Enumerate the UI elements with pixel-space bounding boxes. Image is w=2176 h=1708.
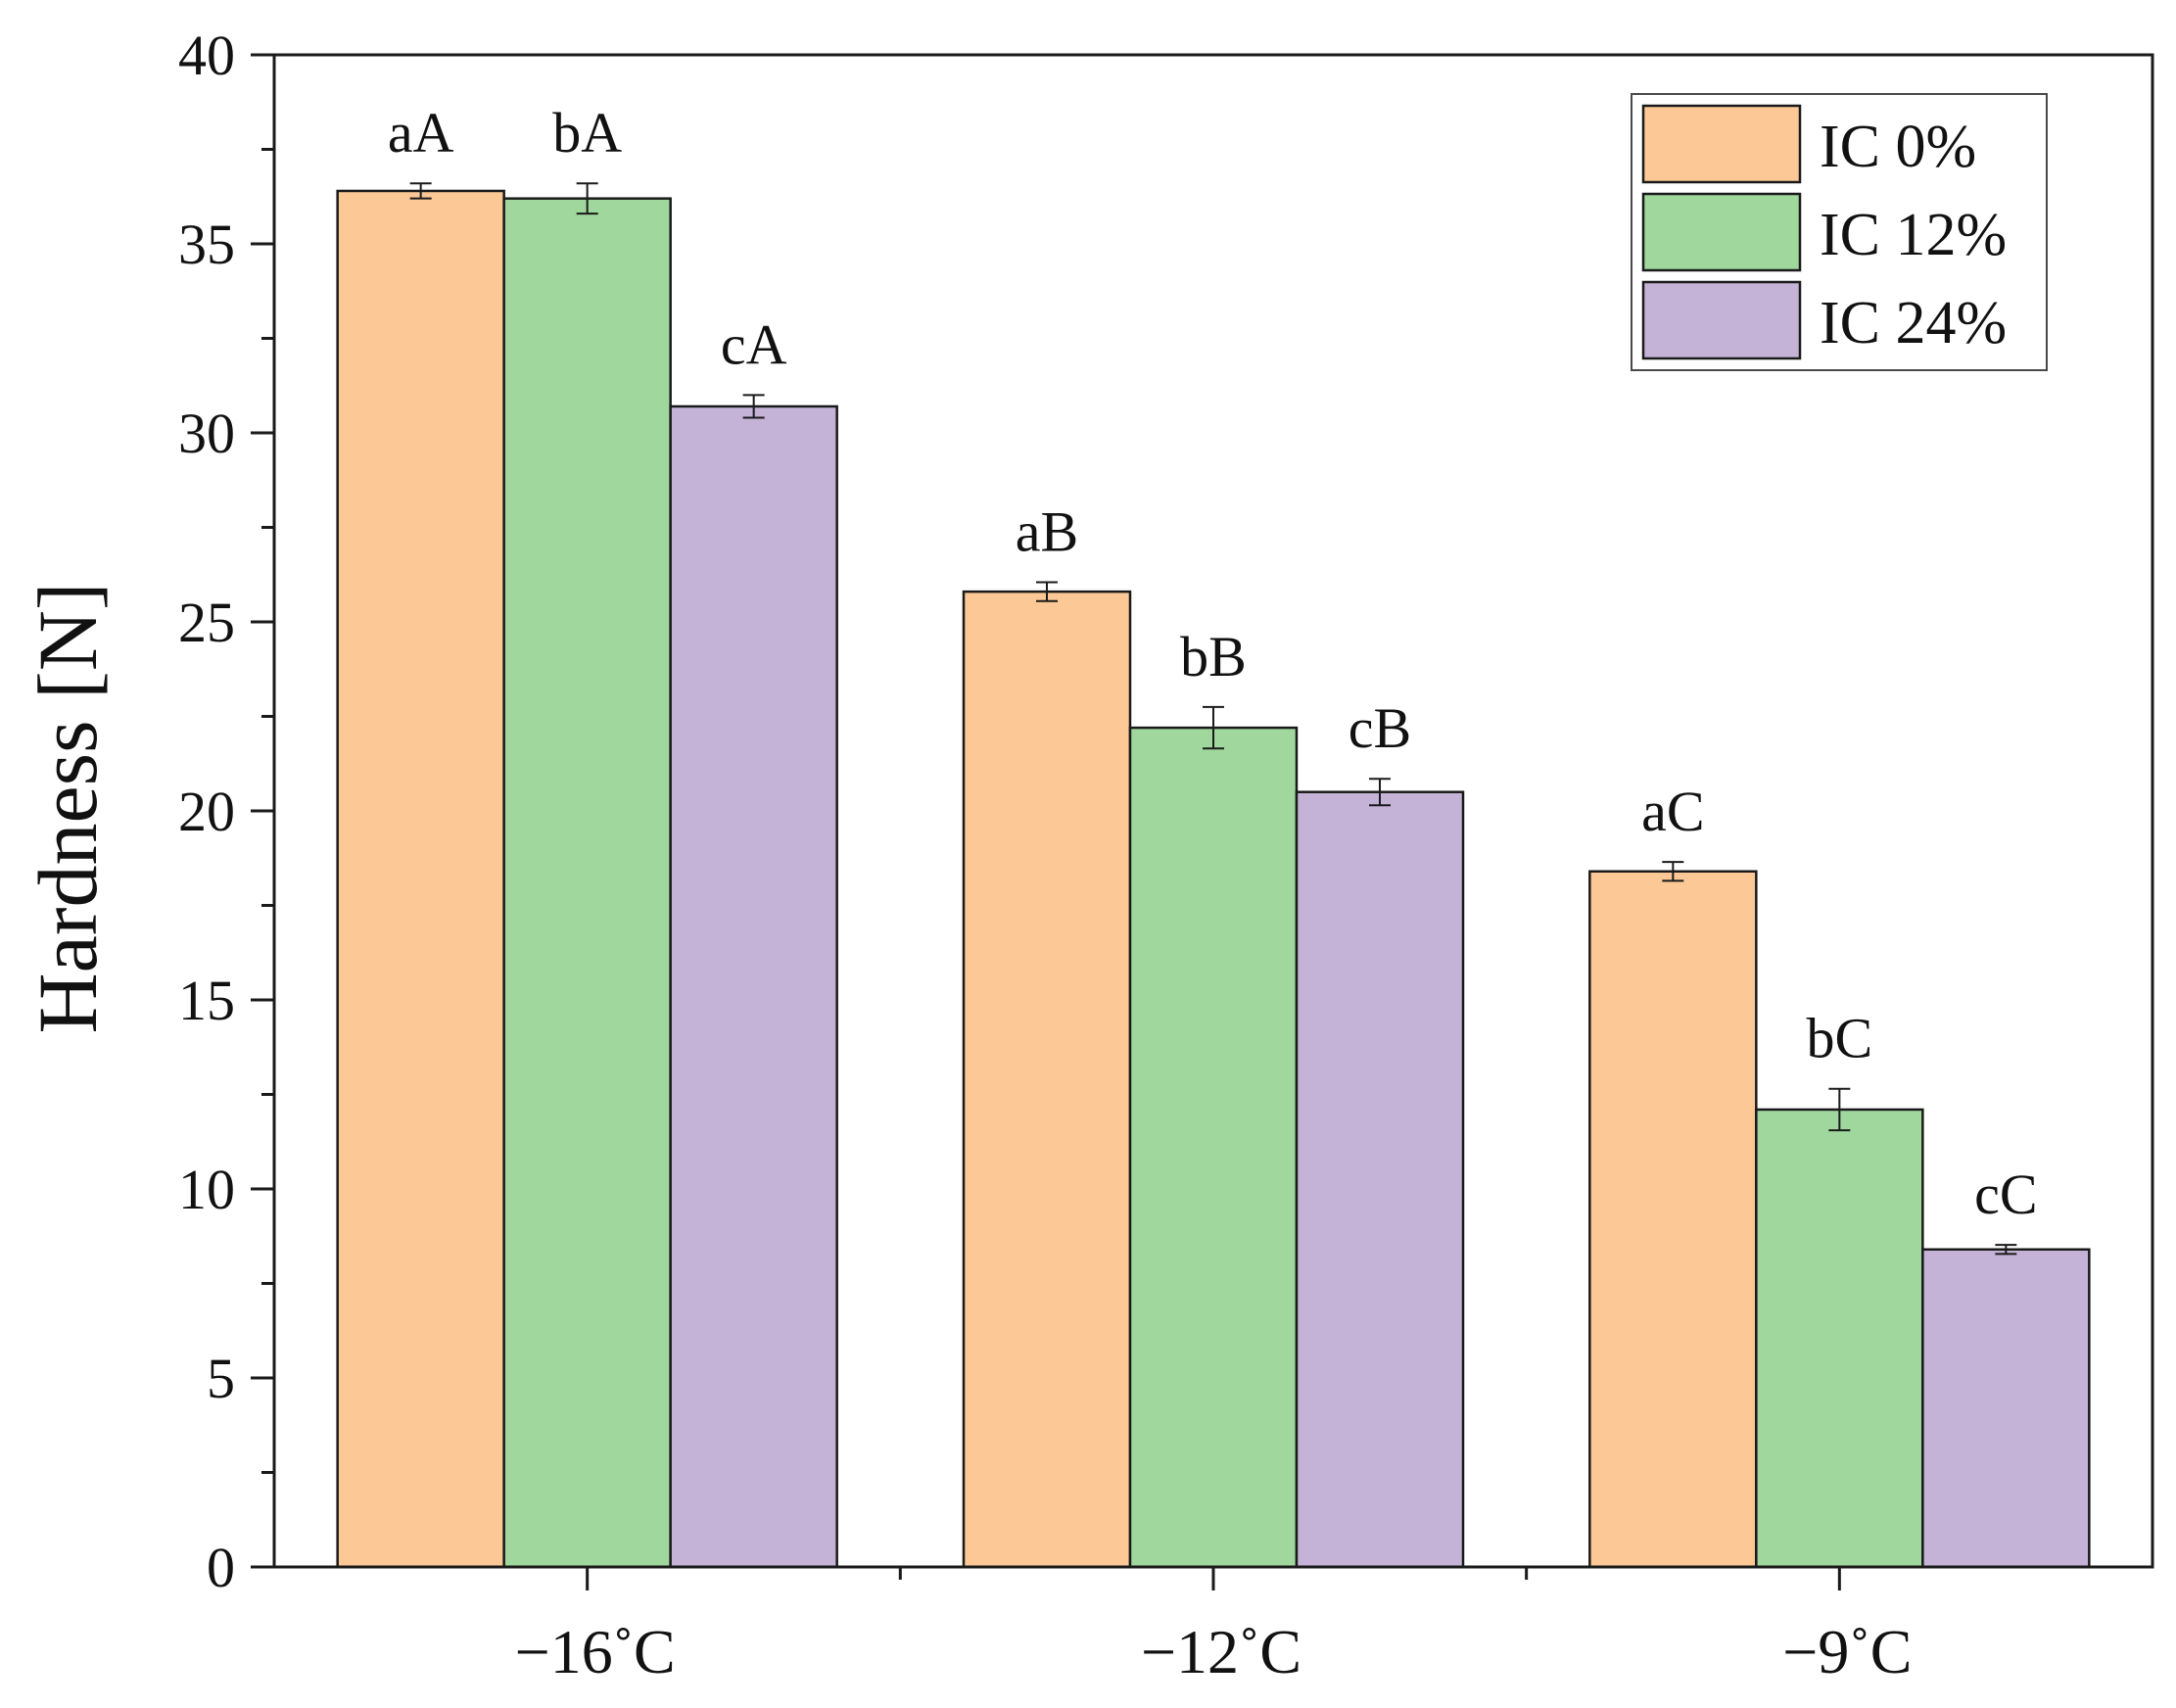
bar: [669, 404, 838, 1569]
y-tick-label: 40: [178, 24, 235, 87]
x-tick-label: −9˚C: [1782, 1617, 1912, 1686]
legend-swatch: [1641, 104, 1802, 184]
bar: [1755, 1108, 1924, 1569]
y-tick-label: 30: [178, 402, 235, 465]
significance-letter: cB: [1348, 696, 1411, 760]
legend-label: IC 0%: [1820, 114, 1976, 180]
significance-letter: aB: [1016, 499, 1078, 563]
bar: [1295, 790, 1465, 1569]
bar: [502, 197, 672, 1569]
significance-letter: bC: [1806, 1007, 1872, 1070]
bar: [1128, 726, 1299, 1569]
y-tick-label: 20: [178, 780, 235, 843]
significance-letter: bB: [1180, 625, 1247, 688]
bar: [336, 189, 505, 1569]
y-axis-label: Hardness [N]: [21, 583, 115, 1034]
y-tick-label: 25: [178, 591, 235, 654]
legend: IC 0% IC 12% IC 24%: [1631, 93, 2048, 371]
bar: [1588, 870, 1758, 1569]
bar: [1921, 1248, 2091, 1569]
significance-letter: bA: [552, 101, 622, 165]
significance-letter: aA: [388, 101, 454, 165]
bar: [962, 590, 1132, 1569]
x-tick-label: −12˚C: [1141, 1617, 1301, 1686]
axes: 0 5 10 15 20 25 30 35 40 −16˚C −12˚C −9˚C: [178, 24, 2154, 1686]
significance-letter: aC: [1641, 780, 1704, 843]
legend-label: IC 24%: [1820, 290, 2007, 356]
legend-swatch: [1641, 192, 1802, 272]
y-tick-label: 15: [178, 969, 235, 1032]
x-tick-label: −16˚C: [515, 1617, 676, 1686]
y-tick-label: 5: [207, 1347, 235, 1410]
y-tick-label: 35: [178, 213, 235, 276]
y-tick-label: 10: [178, 1158, 235, 1221]
y-tick-label: 0: [207, 1536, 235, 1599]
significance-letter: cC: [1974, 1162, 2037, 1226]
legend-label: IC 12%: [1820, 202, 2007, 268]
significance-letter: cA: [721, 312, 787, 376]
plot-area: aA aB aC bA bB bC cA cB cC: [336, 101, 2091, 1569]
legend-swatch: [1641, 280, 1802, 360]
